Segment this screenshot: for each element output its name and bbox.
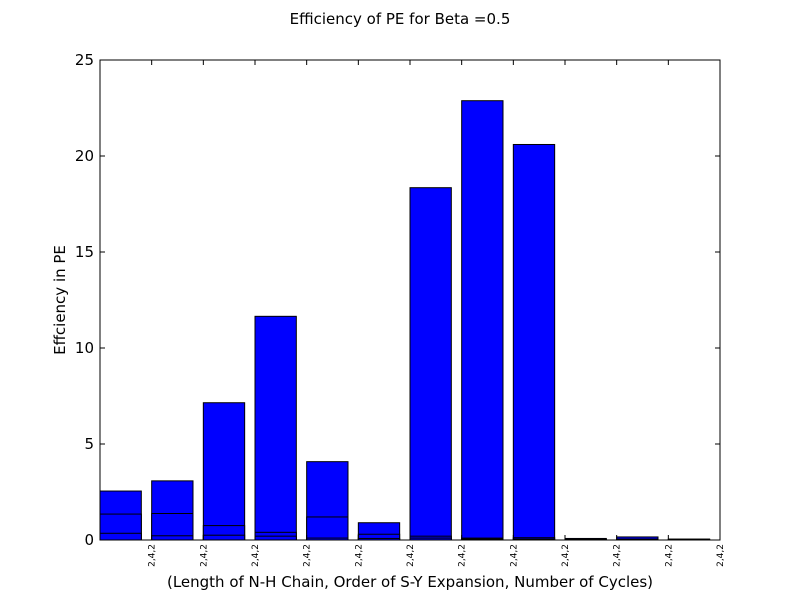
x-ticks-group: 2,4,2 2,4,2 2,4,2 2,4,2 2,4,2 2,4,2 2,4,2 2,4,2…: [148, 60, 726, 567]
plot-frame: [99, 59, 721, 541]
y-tick-label-4: 20: [75, 147, 94, 165]
bars-group: [99, 100, 711, 541]
bar-series-0-cat-8: [512, 143, 556, 541]
x-tick-label-7: 2,4,2: [509, 544, 519, 567]
bar-series-0-cat-7: [461, 100, 504, 541]
bar-series-1-cat-4: [306, 516, 349, 541]
x-tick-label-3: 2,4,2: [303, 544, 313, 567]
x-tick-label-1: 2,4,2: [199, 544, 209, 567]
x-axis-label: (Length of N-H Chain, Order of S-Y Expan…: [167, 573, 653, 591]
x-tick-label-5: 2,4,2: [406, 544, 416, 567]
y-axis-label: Effciency in PE: [51, 245, 69, 355]
x-tick-label-10: 2,4,2: [664, 544, 674, 567]
x-tick-label-4: 2,4,2: [354, 544, 364, 567]
x-tick-label-11: 2,4,2: [716, 544, 726, 567]
bar-series-2-cat-3: [254, 535, 297, 541]
x-tick-label-9: 2,4,2: [613, 544, 623, 567]
bar-series-2-cat-2: [202, 534, 246, 541]
bar-series-0-cat-3: [254, 315, 297, 541]
y-tick-label-0: 0: [84, 531, 94, 549]
x-tick-label-0: 2,4,2: [148, 544, 158, 567]
y-ticks-group: 0 5 10 15 20 25: [75, 51, 720, 549]
bar-series-2-cat-1: [151, 535, 194, 541]
bar-series-0-cat-6: [409, 187, 452, 541]
bar-series-0-cat-2: [202, 402, 246, 541]
chart-title: Efficiency of PE for Beta =0.5: [290, 10, 511, 28]
x-tick-label-6: 2,4,2: [458, 544, 468, 567]
y-tick-label-1: 5: [84, 435, 94, 453]
y-tick-label-5: 25: [75, 51, 94, 69]
y-tick-label-3: 15: [75, 243, 94, 261]
x-tick-label-2: 2,4,2: [251, 544, 261, 567]
x-tick-label-8: 2,4,2: [561, 544, 571, 567]
y-tick-label-2: 10: [75, 339, 94, 357]
bar-series-2-cat-0: [99, 532, 142, 541]
